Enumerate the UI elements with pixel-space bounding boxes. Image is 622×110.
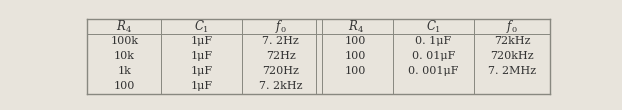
Text: 1k: 1k xyxy=(118,66,131,76)
Text: 100k: 100k xyxy=(110,37,139,47)
Text: 0. 1μF: 0. 1μF xyxy=(415,37,452,47)
Text: 100: 100 xyxy=(345,37,366,47)
Text: 7. 2MHz: 7. 2MHz xyxy=(488,66,536,76)
Text: $R_4$: $R_4$ xyxy=(348,18,364,35)
Text: 720Hz: 720Hz xyxy=(262,66,299,76)
Text: 1μF: 1μF xyxy=(191,51,213,61)
Text: $C_1$: $C_1$ xyxy=(194,18,210,35)
Text: 1μF: 1μF xyxy=(191,66,213,76)
Text: 0. 01μF: 0. 01μF xyxy=(412,51,455,61)
Text: 720kHz: 720kHz xyxy=(490,51,534,61)
Text: 100: 100 xyxy=(345,51,366,61)
Text: 1μF: 1μF xyxy=(191,37,213,47)
Text: 10k: 10k xyxy=(114,51,135,61)
Text: 100: 100 xyxy=(114,81,135,91)
Text: 0. 001μF: 0. 001μF xyxy=(408,66,458,76)
Text: 7. 2Hz: 7. 2Hz xyxy=(262,37,299,47)
Text: 100: 100 xyxy=(345,66,366,76)
Text: 72kHz: 72kHz xyxy=(494,37,530,47)
Text: 7. 2kHz: 7. 2kHz xyxy=(259,81,302,91)
Text: $R_4$: $R_4$ xyxy=(116,18,132,35)
Text: $f_0$: $f_0$ xyxy=(275,18,287,35)
Text: 1μF: 1μF xyxy=(191,81,213,91)
Text: $f_0$: $f_0$ xyxy=(506,18,518,35)
Text: 72Hz: 72Hz xyxy=(266,51,295,61)
Text: $C_1$: $C_1$ xyxy=(425,18,441,35)
